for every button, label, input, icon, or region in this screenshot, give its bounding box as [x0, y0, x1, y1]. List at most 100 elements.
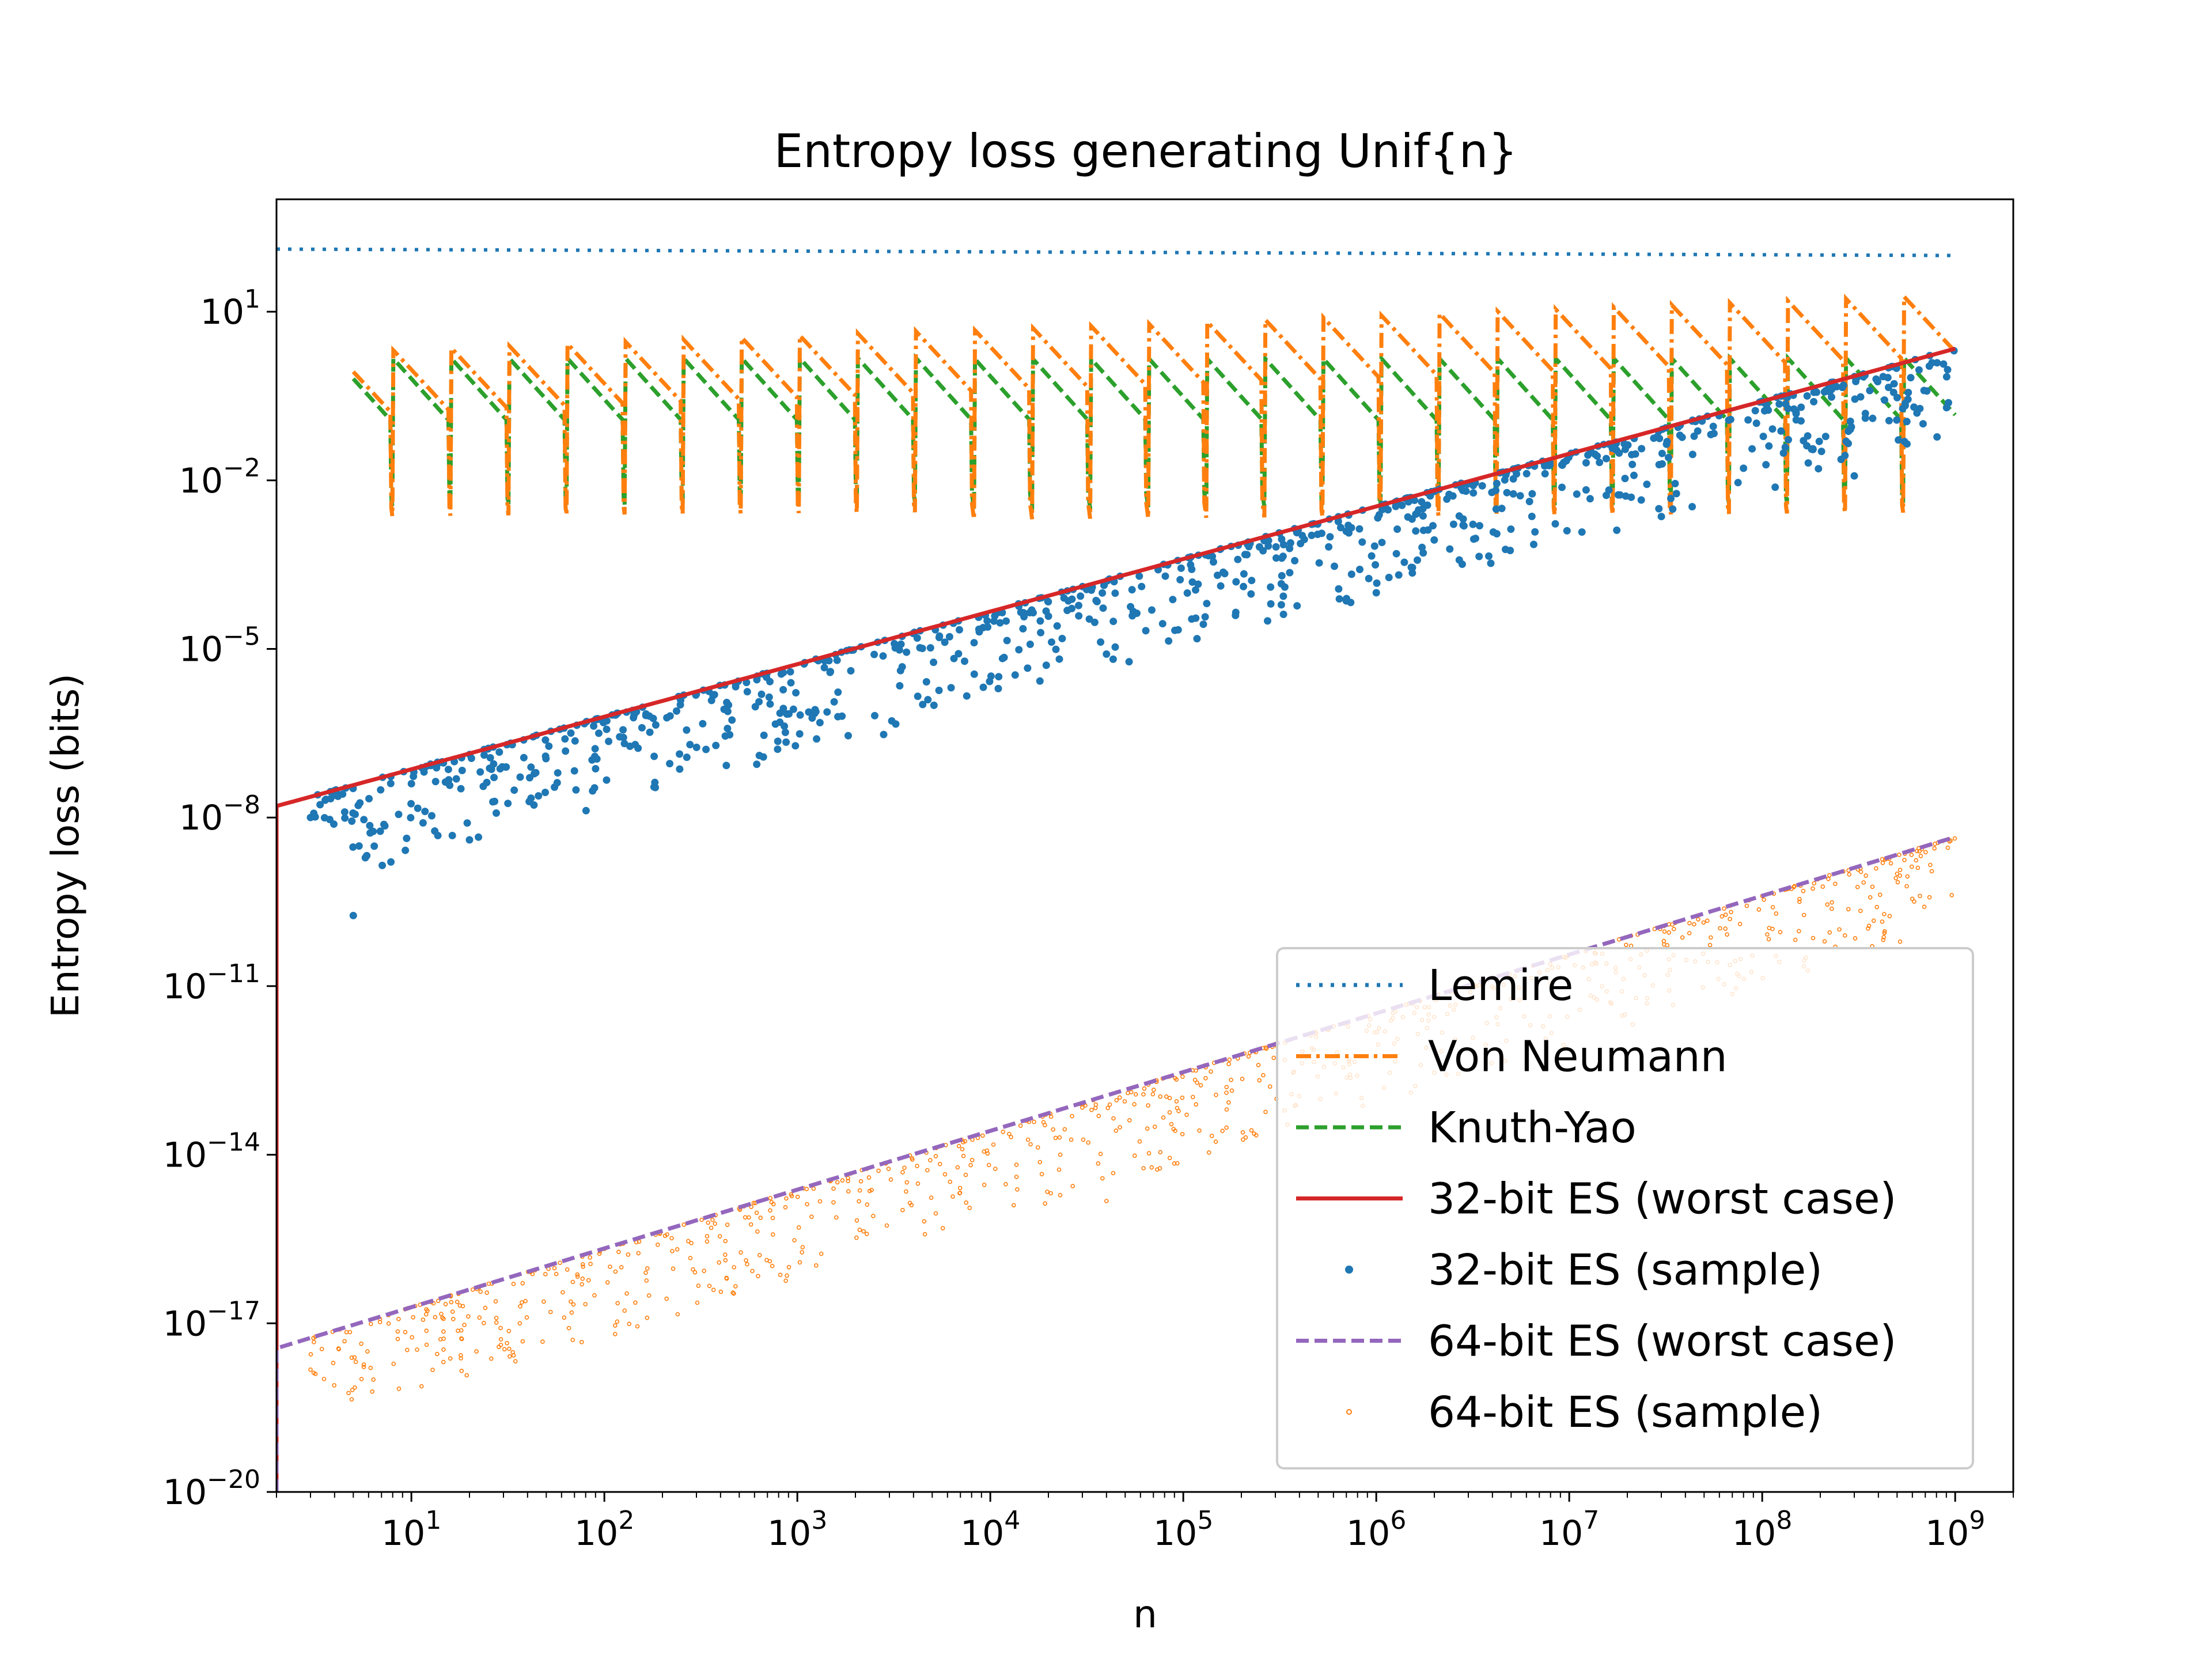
scatter-point: [833, 656, 841, 664]
scatter-point: [922, 1219, 927, 1224]
scatter-point: [1469, 489, 1478, 497]
scatter-point: [459, 1336, 464, 1342]
scatter-point: [866, 1175, 872, 1180]
scatter-point: [1093, 1102, 1099, 1107]
scatter-point: [1825, 902, 1830, 907]
scatter-point: [1103, 650, 1111, 658]
x-tick-label: 106: [1346, 1506, 1406, 1554]
scatter-point: [945, 632, 953, 641]
scatter-point: [789, 705, 797, 713]
scatter-point: [805, 708, 813, 716]
scatter-point: [1918, 893, 1922, 899]
scatter-point: [1246, 1054, 1251, 1059]
scatter-point: [1459, 486, 1467, 494]
scatter-point: [861, 1229, 866, 1234]
scatter-point: [562, 1315, 567, 1320]
scatter-point: [1449, 520, 1457, 528]
scatter-point: [711, 1287, 716, 1292]
scatter-point: [465, 836, 474, 844]
scatter-point: [726, 731, 734, 738]
scatter-point: [786, 1265, 791, 1270]
scatter-point: [1209, 552, 1217, 560]
scatter-point: [376, 827, 384, 835]
scatter-point: [615, 1301, 620, 1306]
scatter-point: [463, 819, 471, 827]
scatter-point: [1219, 568, 1227, 576]
scatter-point: [1687, 921, 1692, 926]
scatter-point: [571, 1302, 576, 1307]
scatter-point: [1007, 1131, 1012, 1137]
scatter-point: [1503, 488, 1511, 497]
scatter-point: [982, 1149, 986, 1154]
scatter-point: [888, 717, 896, 725]
scatter-point: [1837, 927, 1842, 932]
scatter-point: [865, 1202, 870, 1207]
scatter-point: [888, 1177, 893, 1182]
scatter-point: [1279, 592, 1287, 600]
scatter-point: [1024, 664, 1032, 672]
scatter-point: [1476, 522, 1483, 530]
scatter-point: [459, 1356, 463, 1361]
scatter-point: [886, 1166, 891, 1171]
legend-label: 32-bit ES (sample): [1428, 1245, 1823, 1295]
scatter-point: [1152, 1088, 1156, 1092]
scatter-point: [1167, 1156, 1172, 1160]
scatter-point: [1111, 1116, 1116, 1121]
scatter-point: [930, 658, 938, 666]
scatter-point: [718, 1289, 724, 1294]
scatter-point: [675, 1312, 680, 1317]
scatter-point: [644, 1278, 649, 1283]
scatter-point: [1701, 920, 1706, 925]
scatter-point: [1043, 1201, 1047, 1206]
scatter-point: [1217, 582, 1225, 590]
scatter-point: [749, 1205, 753, 1209]
scatter-point: [904, 1180, 910, 1185]
y-axis-label: Entropy loss (bits): [43, 673, 88, 1018]
scatter-point: [1232, 578, 1240, 586]
scatter-point: [982, 1183, 987, 1187]
scatter-point: [980, 1133, 985, 1138]
y-tick-label: 10−5: [179, 622, 260, 670]
scatter-point: [774, 745, 782, 753]
scatter-point: [1882, 912, 1887, 916]
scatter-point: [1744, 903, 1749, 908]
scatter-point: [1885, 416, 1893, 425]
scatter-point: [1373, 579, 1381, 587]
scatter-point: [993, 1166, 998, 1171]
scatter-point: [1137, 1139, 1142, 1144]
y-tick-label: 10−2: [179, 453, 260, 501]
scatter-point: [1224, 1085, 1229, 1089]
scatter-point: [348, 817, 356, 825]
scatter-point: [1429, 522, 1437, 530]
scatter-point: [956, 1143, 961, 1149]
scatter-point: [745, 1262, 749, 1267]
scatter-point: [478, 1289, 483, 1294]
x-tick-label: 101: [381, 1506, 441, 1554]
scatter-point: [1582, 486, 1590, 494]
scatter-point: [1728, 916, 1732, 922]
scatter-point: [969, 1158, 975, 1162]
scatter-point: [1413, 509, 1421, 517]
scatter-point: [603, 776, 611, 784]
scatter-point: [1940, 360, 1948, 368]
scatter-point: [1044, 597, 1052, 605]
scatter-point: [365, 795, 373, 802]
scatter-point: [369, 1321, 373, 1327]
scatter-point: [1048, 638, 1055, 646]
scatter-point: [1852, 377, 1860, 385]
scatter-point: [496, 765, 504, 773]
scatter-point: [1475, 552, 1483, 560]
scatter-point: [395, 1336, 400, 1342]
scatter-point: [1810, 886, 1815, 891]
scatter-point: [1459, 521, 1467, 529]
scatter-point: [1026, 609, 1034, 616]
scatter-point: [1797, 899, 1802, 904]
scatter-point: [1709, 422, 1717, 430]
scatter-point: [1766, 937, 1771, 942]
scatter-point: [1142, 627, 1150, 635]
scatter-point: [433, 1315, 438, 1320]
scatter-point: [1857, 393, 1865, 401]
scatter-point: [1261, 1073, 1266, 1078]
scatter-point: [1661, 942, 1666, 947]
scatter-point: [1815, 465, 1823, 473]
